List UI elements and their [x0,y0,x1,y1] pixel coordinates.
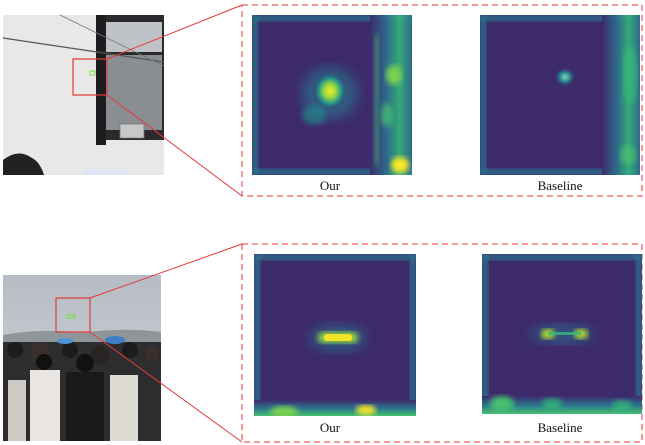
row1-baseline-caption: Baseline [537,178,583,193]
row2-detection-box [66,314,76,319]
row2-dashed-panel [241,243,643,443]
row2-heatmap-our [254,254,416,416]
row1-detection-box [89,70,96,76]
row1-photo [2,14,165,175]
row1-our-caption: Our [319,178,341,193]
row2-zoom-line-bottom [89,331,243,443]
row2-zoom-line-top [89,243,243,299]
row2-baseline-caption: Baseline [537,420,583,435]
row1-zoom-line-bottom [106,94,243,197]
row1-heatmap-baseline [480,15,640,175]
row1-highlight-box [72,58,108,96]
row2-our-caption: Our [319,420,341,435]
row2-highlight-box [55,297,91,333]
row2-heatmap-baseline [482,254,642,414]
row1-heatmap-our [252,15,412,175]
row1-zoom-line-top [106,4,243,60]
row1-dashed-panel [241,4,643,197]
row2-photo [3,275,161,441]
